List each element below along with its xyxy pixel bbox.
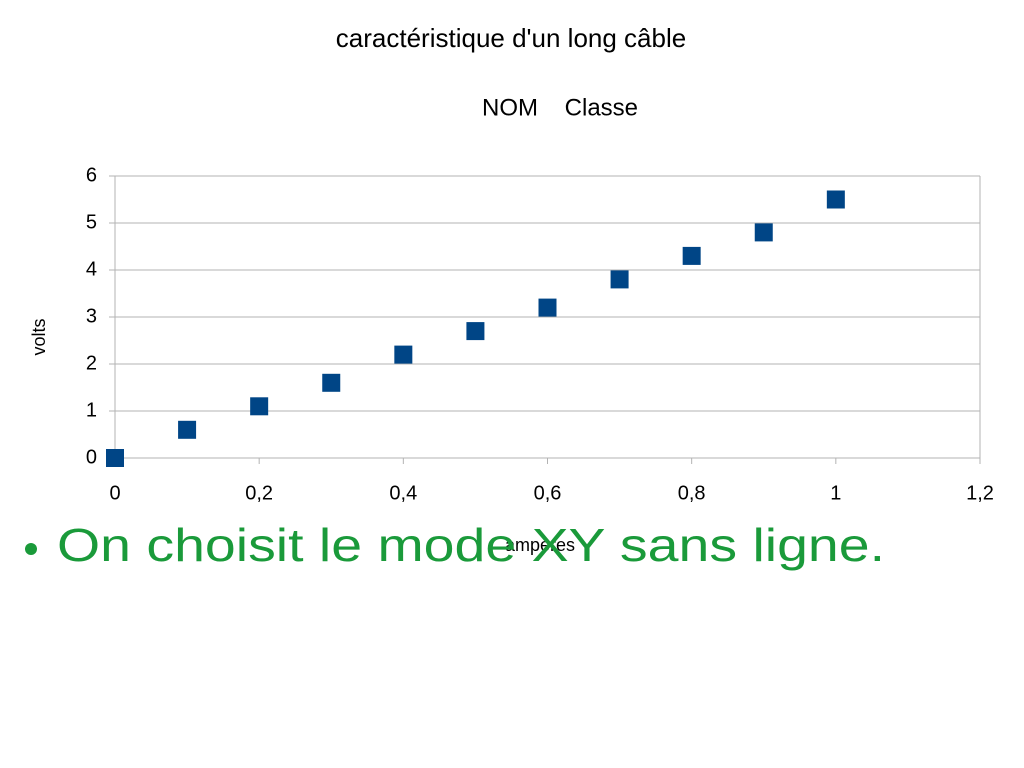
point (466, 322, 485, 341)
x-axis-label: ampères (505, 535, 575, 555)
point (250, 397, 269, 416)
bullet-dot (25, 543, 37, 555)
y-tick-label: 2 (86, 352, 97, 374)
y-axis-label: volts (29, 318, 49, 355)
bullet-text: On choisit le mode XY sans ligne. (57, 519, 885, 571)
point (322, 373, 341, 392)
point (394, 345, 413, 364)
y-tick-label: 4 (86, 258, 97, 280)
y-tick-label: 3 (86, 305, 97, 327)
x-tick-label: 0,4 (389, 482, 417, 504)
point (538, 298, 557, 317)
x-tick-label: 0,2 (245, 482, 273, 504)
point (754, 223, 773, 242)
y-tick-label: 5 (86, 211, 97, 233)
x-tick-label: 0 (109, 482, 120, 504)
x-tick-label: 1 (830, 482, 841, 504)
point (826, 190, 845, 209)
y-tick-label: 1 (86, 399, 97, 421)
point (610, 270, 629, 289)
point (682, 246, 701, 265)
y-tick-label: 6 (86, 164, 97, 186)
x-tick-label: 0,8 (678, 482, 706, 504)
x-tick-label: 1,2 (966, 482, 994, 504)
x-tick-label: 0,6 (534, 482, 562, 504)
point (178, 420, 197, 439)
chart-title: caractéristique d'un long câble (336, 23, 686, 53)
point (106, 449, 124, 467)
chart-subtitle: NOM Classe (482, 94, 638, 121)
y-tick-label: 0 (86, 446, 97, 468)
